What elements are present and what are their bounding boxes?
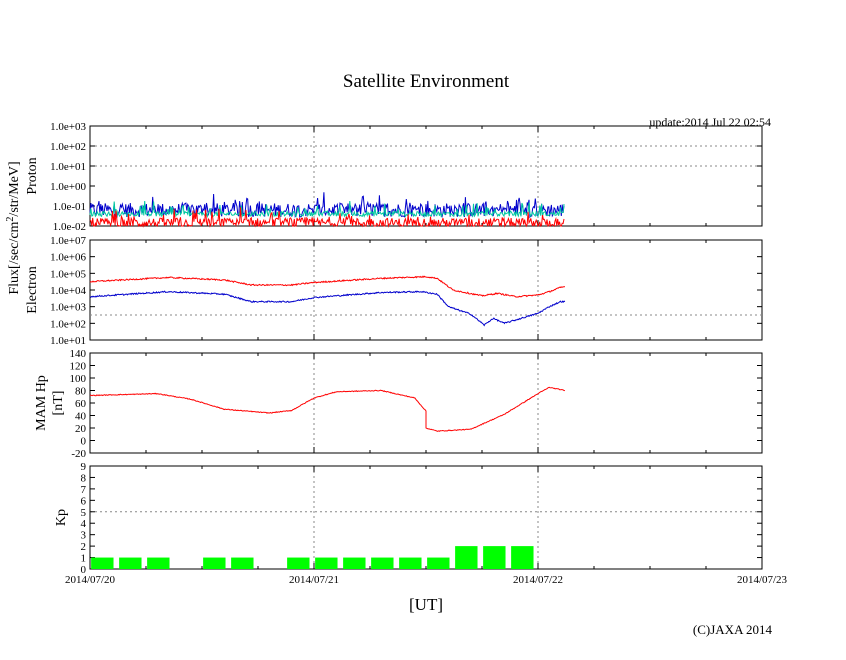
hp-ytick-label: 20 <box>75 423 87 435</box>
proton-series-green <box>89 200 565 219</box>
electron-ytick-label: 1.0e+04 <box>50 285 86 297</box>
electron-ytick-label: 1.0e+02 <box>50 318 86 330</box>
flux-axis-label: Flux[/sec/cm2/str/MeV] <box>5 161 23 294</box>
kp-ytick-label: 0 <box>81 564 87 576</box>
electron-ylabel: Electron <box>25 266 40 313</box>
electron-ytick-label: 1.0e+03 <box>50 302 86 314</box>
proton-ytick-label: 1.0e+02 <box>50 141 86 153</box>
kp-frame <box>89 465 763 570</box>
proton-ylabel: Proton <box>25 157 40 194</box>
kp-bar-12 <box>483 546 506 569</box>
kp-bar-9 <box>399 557 422 569</box>
update-timestamp: update:2014 Jul 22 02:54 <box>649 115 771 129</box>
kp-ytick-label: 5 <box>81 507 87 519</box>
hp-ytick-label: 0 <box>81 436 87 448</box>
kp-ytick-label: 8 <box>81 472 87 484</box>
hp-ytick-label: 140 <box>70 348 87 360</box>
electron-series-red <box>89 275 565 298</box>
kp-bar-0 <box>91 557 114 569</box>
kp-ytick-label: 2 <box>81 541 87 553</box>
kp-bar-6 <box>315 557 338 569</box>
electron-series-blue <box>89 290 566 327</box>
x-tick-label: 2014/07/22 <box>513 574 563 586</box>
hp-ytick-label: 80 <box>75 386 87 398</box>
kp-bar-8 <box>371 557 394 569</box>
x-tick-label: 2014/07/23 <box>737 574 788 586</box>
proton-ytick-label: 1.0e-01 <box>53 201 86 213</box>
hp-ytick-label: 120 <box>70 361 87 373</box>
kp-ytick-label: 9 <box>81 461 87 473</box>
proton-panel: 1.0e-02 1.0e-01 1.0e+00 1.0e+01 1.0e+02 1.0e+… <box>25 121 763 233</box>
proton-ytick-label: 1.0e+01 <box>50 161 86 173</box>
electron-ytick-label: 1.0e+01 <box>50 335 86 347</box>
hp-ylabel-unit: [nT] <box>51 391 66 416</box>
kp-bar-10 <box>427 557 450 569</box>
electron-ytick-label: 1.0e+05 <box>50 268 86 280</box>
kp-ylabel: Kp <box>54 509 69 526</box>
x-axis-label: [UT] <box>409 595 443 614</box>
kp-bar-7 <box>343 557 366 569</box>
hp-frame <box>89 352 763 454</box>
hp-ylabel: MAM Hp <box>34 375 49 431</box>
flux-axis-label-text: Flux[/sec/cm2/str/MeV] <box>5 161 23 294</box>
kp-bar-13 <box>511 546 534 569</box>
kp-ytick-label: 7 <box>81 484 87 496</box>
kp-bar-4 <box>231 557 254 569</box>
hp-ytick-label: 60 <box>75 398 87 410</box>
kp-ytick-label: 4 <box>81 518 87 530</box>
kp-bar-1 <box>119 557 142 569</box>
proton-series-red <box>89 207 565 228</box>
hp-ytick-label: -20 <box>71 448 86 460</box>
proton-ytick-label: 1.0e-02 <box>53 221 86 233</box>
kp-bar-5 <box>287 557 310 569</box>
chart-title: Satellite Environment <box>343 71 510 92</box>
electron-ytick-label: 1.0e+07 <box>50 235 86 247</box>
proton-ytick-label: 1.0e+00 <box>50 181 86 193</box>
kp-bar-11 <box>455 546 478 569</box>
hp-ytick-label: 40 <box>75 411 87 423</box>
copyright-text: (C)JAXA 2014 <box>693 622 773 637</box>
hp-series-hp <box>89 386 565 432</box>
electron-panel: 1.0e+01 1.0e+02 1.0e+03 1.0e+04 1.0e+05 1.0e+… <box>25 235 763 347</box>
proton-ytick-label: 1.0e+03 <box>50 121 86 133</box>
kp-ytick-label: 3 <box>81 530 87 542</box>
electron-ytick-label: 1.0e+06 <box>50 252 86 264</box>
kp-bar-2 <box>147 557 170 569</box>
electron-frame <box>89 239 763 341</box>
kp-ytick-label: 6 <box>81 495 87 507</box>
x-tick-label: 2014/07/20 <box>65 574 116 586</box>
kp-ytick-label: 1 <box>81 553 87 565</box>
hp-ytick-label: 100 <box>70 373 87 385</box>
x-tick-label: 2014/07/21 <box>289 574 339 586</box>
kp-bar-3 <box>203 557 226 569</box>
